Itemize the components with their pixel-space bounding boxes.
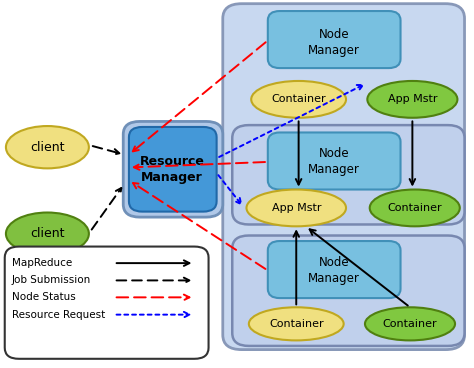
- FancyBboxPatch shape: [223, 4, 465, 350]
- FancyBboxPatch shape: [5, 247, 209, 359]
- FancyBboxPatch shape: [129, 127, 217, 212]
- Ellipse shape: [6, 126, 89, 169]
- FancyBboxPatch shape: [232, 125, 465, 224]
- Text: Container: Container: [387, 203, 442, 213]
- FancyBboxPatch shape: [268, 11, 401, 68]
- Text: Container: Container: [269, 319, 324, 329]
- Text: Container: Container: [271, 94, 326, 105]
- Ellipse shape: [6, 213, 89, 255]
- Ellipse shape: [367, 81, 457, 118]
- Text: Node
Manager: Node Manager: [308, 28, 360, 57]
- Text: Resource Request: Resource Request: [12, 309, 105, 320]
- FancyBboxPatch shape: [268, 132, 401, 190]
- Text: Container: Container: [383, 319, 438, 329]
- Ellipse shape: [370, 190, 460, 226]
- FancyBboxPatch shape: [232, 236, 465, 346]
- Text: client: client: [30, 227, 64, 240]
- Text: client: client: [30, 141, 64, 154]
- Text: Job Submission: Job Submission: [12, 275, 91, 286]
- FancyBboxPatch shape: [268, 241, 401, 298]
- Text: Node
Manager: Node Manager: [308, 256, 360, 285]
- Text: MapReduce: MapReduce: [12, 258, 72, 268]
- Ellipse shape: [246, 190, 346, 226]
- Text: Resource
Manager: Resource Manager: [139, 155, 204, 184]
- FancyBboxPatch shape: [123, 121, 223, 217]
- Ellipse shape: [365, 307, 455, 340]
- Ellipse shape: [251, 81, 346, 118]
- Text: App Mstr: App Mstr: [272, 203, 321, 213]
- Text: App Mstr: App Mstr: [388, 94, 437, 105]
- Text: Node
Manager: Node Manager: [308, 148, 360, 176]
- Text: Node Status: Node Status: [12, 292, 75, 302]
- Ellipse shape: [249, 307, 344, 340]
